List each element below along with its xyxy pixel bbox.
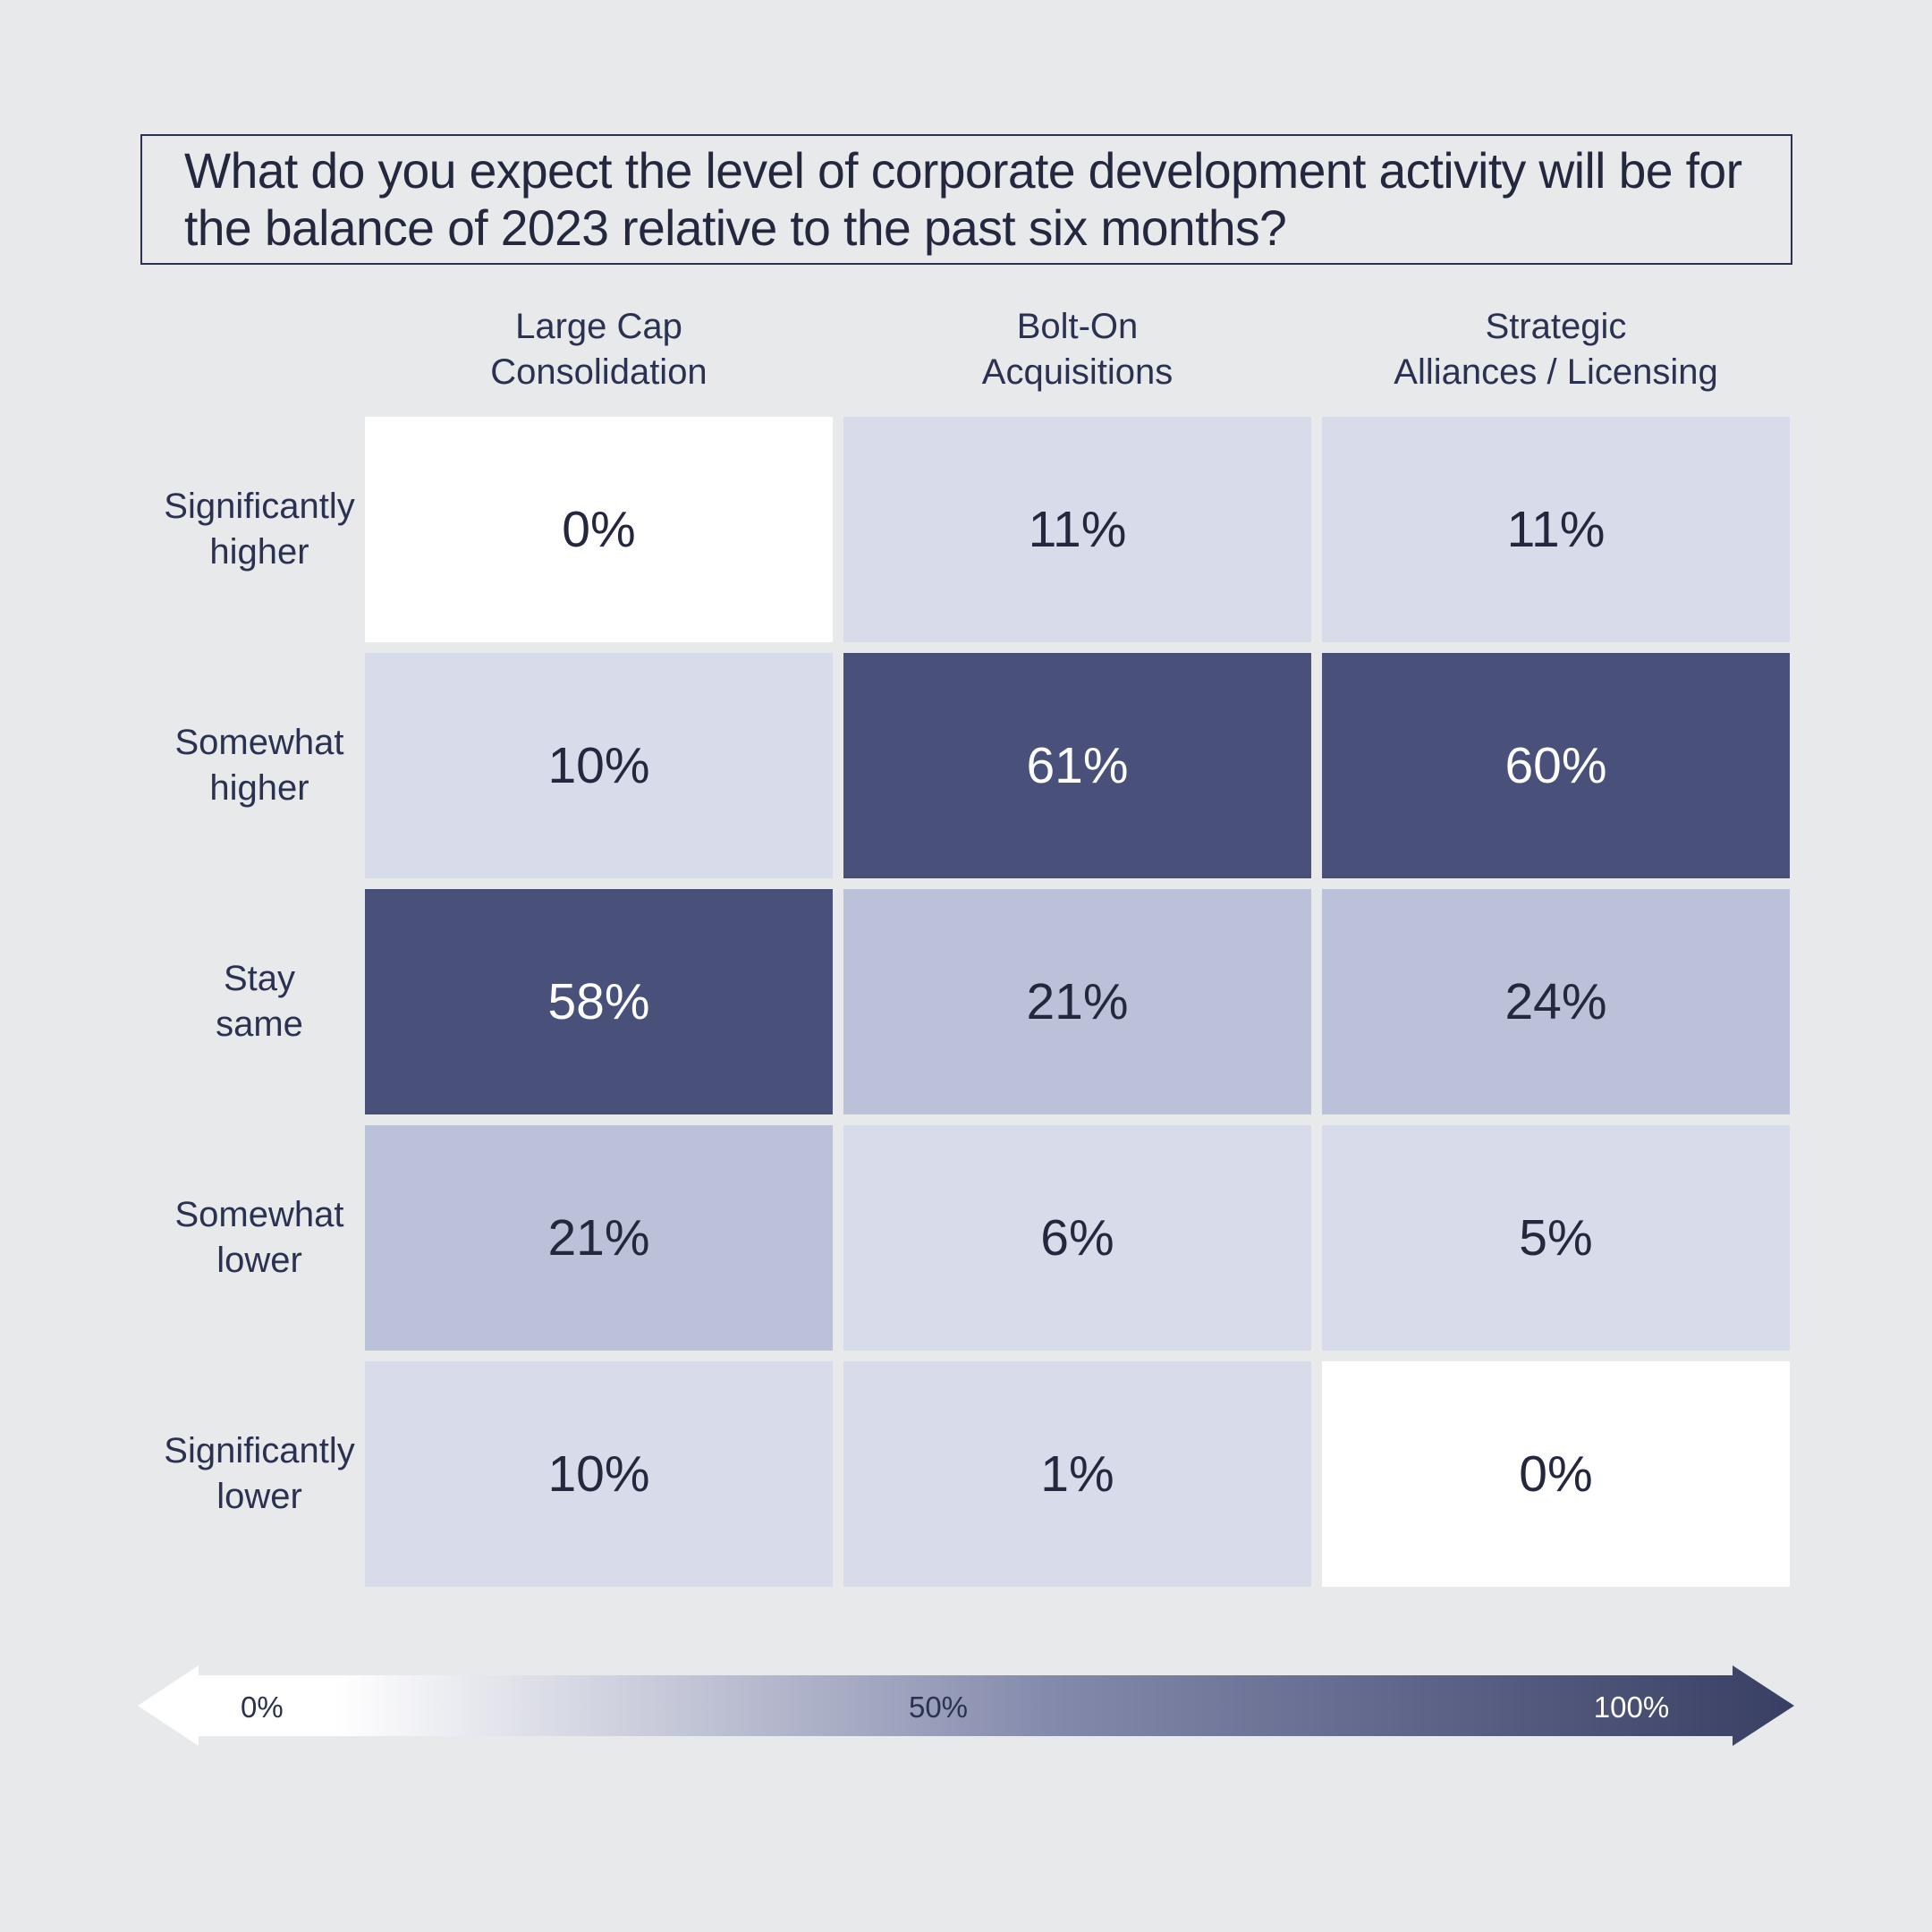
- svg-text:100%: 100%: [1594, 1690, 1669, 1724]
- svg-text:0%: 0%: [241, 1690, 284, 1724]
- svg-text:50%: 50%: [909, 1690, 968, 1724]
